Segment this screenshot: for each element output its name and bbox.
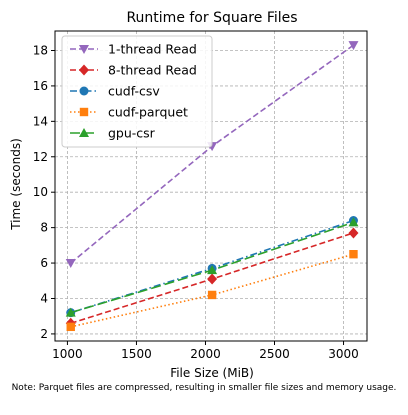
y-tick-label: 12	[33, 150, 48, 164]
legend-item: 8-thread Read	[70, 63, 197, 78]
runtime-chart: Runtime for Square Files 1000 1500 2000 250…	[9, 10, 368, 380]
series-8-thread-read	[65, 227, 359, 329]
legend-label: cudf-csv	[108, 84, 160, 99]
data-point	[66, 322, 75, 332]
x-tick-label: 2500	[259, 347, 290, 361]
y-tick-label: 14	[33, 114, 48, 128]
plot-frame	[54, 30, 368, 342]
axis-ticks: 1000 1500 2000 2500 3000 2 4 6 8 10 12 14 16 18	[33, 43, 359, 361]
y-tick-label: 10	[33, 185, 48, 199]
y-tick-label: 2	[40, 327, 48, 341]
legend: 1-thread Read 8-thread Read cudf-csv cudf-p…	[61, 35, 213, 148]
y-tick-label: 4	[40, 291, 48, 305]
data-point	[348, 217, 359, 227]
y-tick-label: 18	[33, 43, 48, 57]
data-point	[349, 250, 358, 259]
data-point	[65, 307, 76, 317]
y-axis-label: Time (seconds)	[9, 138, 23, 231]
data-point	[207, 290, 217, 300]
x-tick-label: 1500	[121, 347, 152, 361]
series-layer	[65, 41, 359, 332]
legend-item: gpu-csr	[70, 126, 156, 141]
y-tick-label: 8	[40, 221, 48, 235]
legend-item: cudf-csv	[70, 84, 160, 99]
x-tick-label: 1000	[52, 347, 83, 361]
legend-marker	[79, 64, 89, 76]
legend-box	[61, 35, 213, 148]
y-tick-label: 16	[33, 79, 48, 93]
x-tick-label: 2000	[190, 347, 221, 361]
chart-title: Runtime for Square Files	[126, 10, 297, 26]
legend-marker	[79, 86, 89, 96]
y-tick-label: 6	[40, 256, 48, 270]
series-gpu-csr	[65, 217, 359, 317]
legend-marker	[79, 45, 89, 54]
data-point	[348, 227, 359, 239]
legend-item: 1-thread Read	[70, 42, 197, 57]
data-point	[207, 265, 218, 275]
series-cudf-parquet	[66, 250, 358, 332]
x-tick-label: 3000	[328, 347, 359, 361]
data-point	[65, 259, 76, 269]
legend-item: cudf-parquet	[70, 105, 188, 120]
data-point	[207, 273, 218, 285]
legend-label: 8-thread Read	[108, 63, 197, 78]
data-point	[348, 41, 359, 51]
footnote: Note: Parquet files are compressed, resu…	[11, 383, 397, 393]
legend-label: 1-thread Read	[108, 42, 197, 57]
legend-marker	[79, 128, 89, 137]
legend-label: gpu-csr	[108, 126, 156, 141]
legend-marker	[79, 107, 89, 117]
legend-label: cudf-parquet	[108, 105, 188, 120]
x-axis-label: File Size (MiB)	[170, 366, 254, 380]
